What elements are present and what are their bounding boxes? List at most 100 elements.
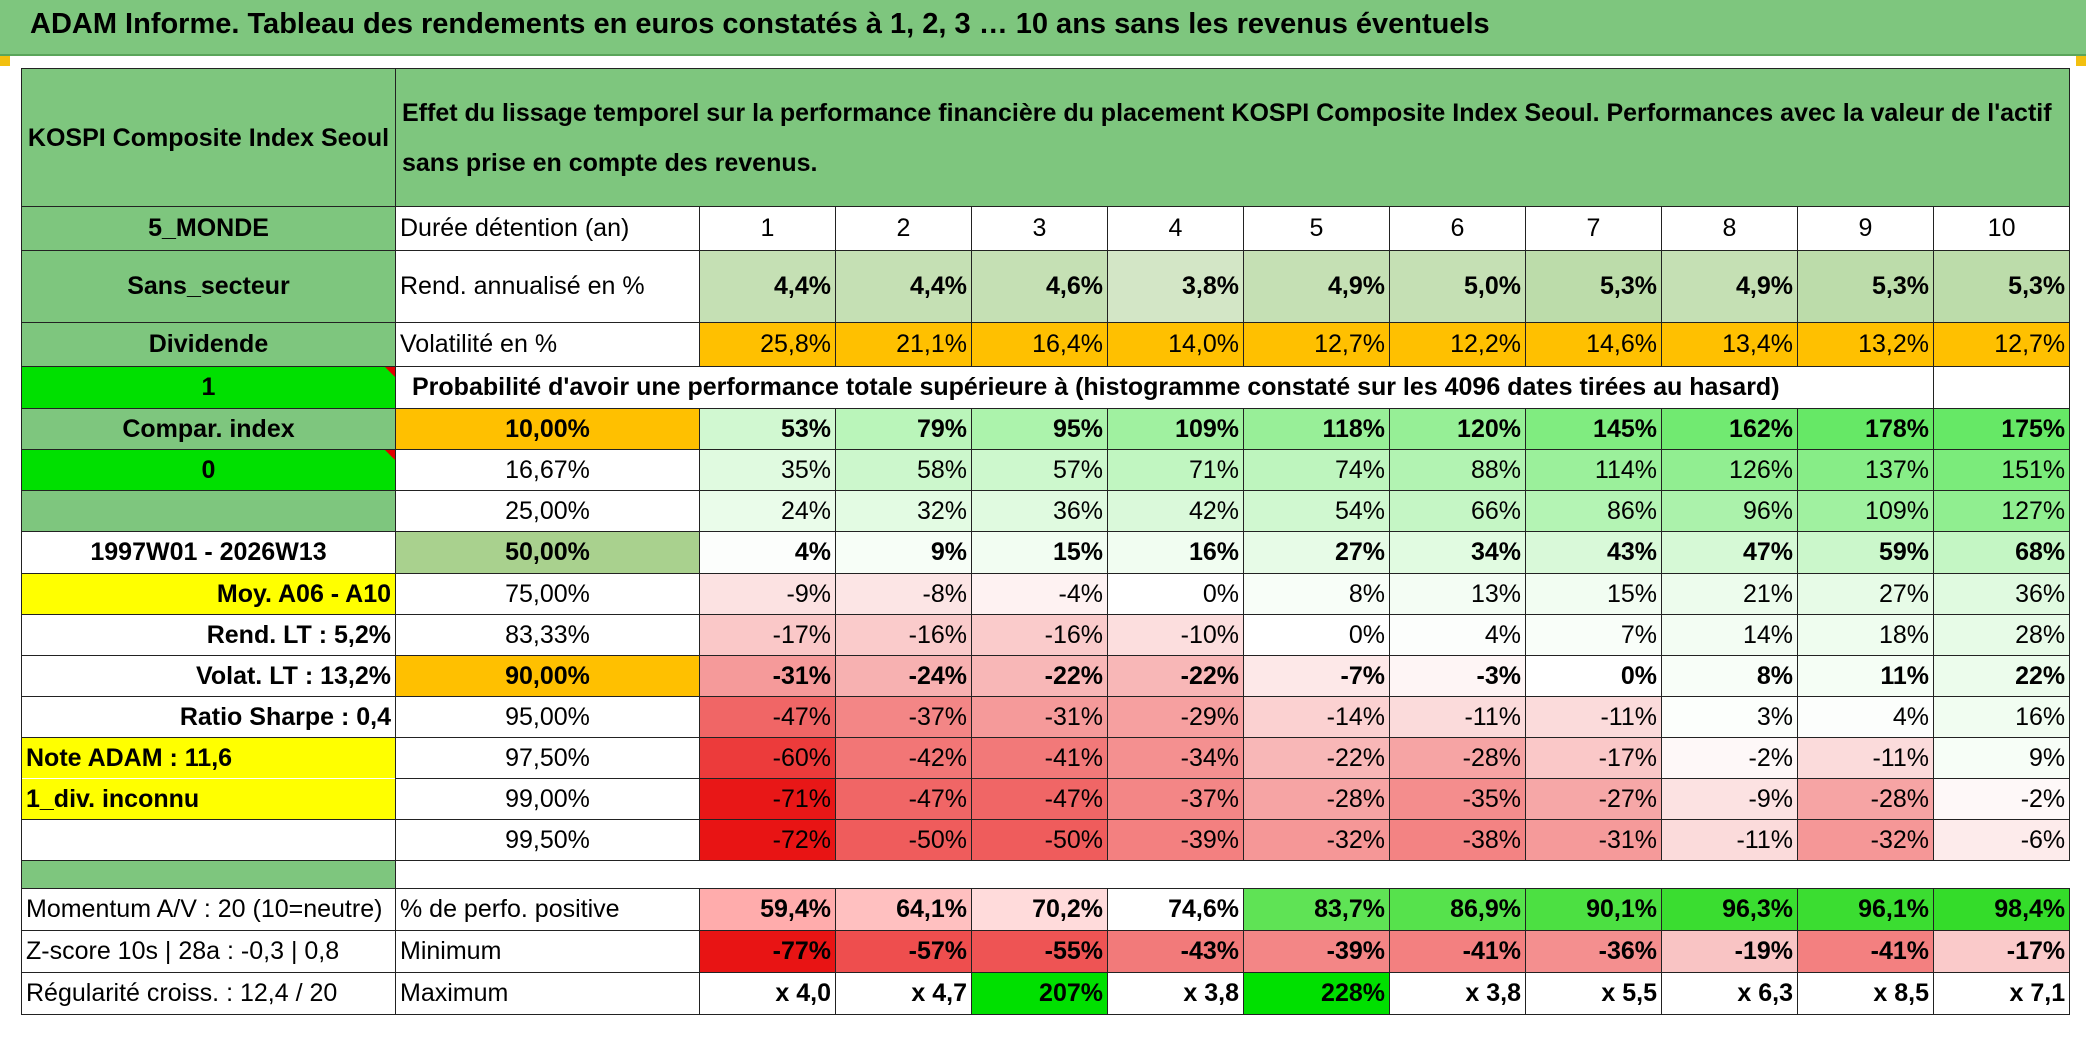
performance-value: 86% — [1525, 490, 1662, 532]
probability-row: 1997W01 - 2026W13 50,00% 4% 9% 15% 16% 27% 34% 4… — [21, 531, 2071, 574]
duree-label: Durée détention (an) — [395, 206, 700, 251]
flag-one: 1 — [21, 366, 396, 409]
div-label: 1_div. inconnu — [21, 778, 396, 820]
minimum-value: -57% — [835, 930, 972, 973]
performance-value: -37% — [1107, 778, 1244, 820]
instrument-description: Effet du lissage temporel sur la perform… — [394, 68, 2071, 207]
rend-value: 5,0% — [1389, 250, 1526, 323]
volat-value: 14,6% — [1525, 322, 1662, 367]
probability-row: 1_div. inconnu 99,00% -71% -47% -47% -37% -28%… — [21, 778, 2071, 820]
performance-value: 36% — [1932, 573, 2071, 615]
volat-value: 21,1% — [835, 322, 972, 367]
performance-value: 4% — [1389, 614, 1526, 656]
rend-value: 4,4% — [699, 250, 836, 323]
performance-value: 8% — [1243, 573, 1390, 615]
regularite-label: Régularité croiss. : 12,4 / 20 — [21, 972, 396, 1015]
performance-value: 54% — [1243, 490, 1390, 532]
percentile-label: 75,00% — [395, 573, 700, 615]
performance-value: -22% — [971, 655, 1108, 697]
rend-value: 3,8% — [1107, 250, 1244, 323]
performance-value: 178% — [1797, 408, 1934, 450]
performance-value: -50% — [971, 819, 1108, 861]
compar-label: Compar. index — [21, 408, 396, 450]
performance-value: -22% — [1107, 655, 1244, 697]
performance-value: -2% — [1932, 778, 2071, 820]
performance-value: 28% — [1932, 614, 2071, 656]
performance-value: 47% — [1661, 531, 1798, 574]
performance-value: 109% — [1797, 490, 1934, 532]
performance-value: 127% — [1932, 490, 2071, 532]
percentile-label: 50,00% — [395, 531, 700, 574]
minimum-label: Minimum — [395, 930, 700, 973]
performance-value: 8% — [1661, 655, 1798, 697]
positive-value: 86,9% — [1389, 888, 1526, 931]
performance-table: KOSPI Composite Index Seoul Effet du lis… — [21, 68, 2071, 1015]
rend-value: 4,6% — [971, 250, 1108, 323]
volat-value: 25,8% — [699, 322, 836, 367]
sharpe-label: Ratio Sharpe : 0,4 — [21, 696, 396, 738]
minimum-value: -41% — [1797, 930, 1934, 973]
performance-value: 96% — [1661, 490, 1798, 532]
positive-value: 96,1% — [1797, 888, 1934, 931]
performance-value: -38% — [1389, 819, 1526, 861]
percentile-label: 99,50% — [395, 819, 700, 861]
performance-value: 59% — [1797, 531, 1934, 574]
performance-value: -72% — [699, 819, 836, 861]
maximum-value: x 3,8 — [1389, 972, 1526, 1015]
performance-value: 53% — [699, 408, 836, 450]
performance-value: -35% — [1389, 778, 1526, 820]
performance-value: -32% — [1797, 819, 1934, 861]
rend-value: 4,9% — [1661, 250, 1798, 323]
performance-value: 43% — [1525, 531, 1662, 574]
performance-value: 32% — [835, 490, 972, 532]
performance-value: 137% — [1797, 449, 1934, 491]
performance-value: -17% — [1525, 737, 1662, 779]
maximum-value: x 8,5 — [1797, 972, 1934, 1015]
performance-value: 13% — [1389, 573, 1526, 615]
performance-value: 24% — [699, 490, 836, 532]
performance-value: -31% — [971, 696, 1108, 738]
maximum-value: x 7,1 — [1932, 972, 2071, 1015]
year-header: 9 — [1797, 206, 1934, 251]
performance-value: 42% — [1107, 490, 1244, 532]
instrument-name: KOSPI Composite Index Seoul — [21, 68, 396, 207]
maximum-value: x 6,3 — [1661, 972, 1798, 1015]
minimum-value: -36% — [1525, 930, 1662, 973]
maximum-value: 207% — [971, 972, 1108, 1015]
performance-value: 0% — [1525, 655, 1662, 697]
performance-value: 36% — [971, 490, 1108, 532]
probability-row: Note ADAM : 11,6 97,50% -60% -42% -41% -34% -2… — [21, 737, 2071, 779]
proba-title: Probabilité d'avoir une performance tota… — [395, 366, 1798, 409]
performance-value: -28% — [1243, 778, 1390, 820]
maximum-value: x 3,8 — [1107, 972, 1244, 1015]
performance-value: -17% — [699, 614, 836, 656]
minimum-value: -19% — [1661, 930, 1798, 973]
performance-value: 118% — [1243, 408, 1390, 450]
percentile-label: 16,67% — [395, 449, 700, 491]
performance-value: 3% — [1661, 696, 1798, 738]
volat-value: 12,7% — [1243, 322, 1390, 367]
probability-row: 25,00% 24% 32% 36% 42% 54% 66% 86% 96% 109% 127% — [21, 490, 2071, 532]
performance-value: 57% — [971, 449, 1108, 491]
rend-value: 5,3% — [1932, 250, 2071, 323]
dividend-label: Dividende — [21, 322, 396, 367]
corner-marker-left — [0, 56, 10, 66]
performance-value: 21% — [1661, 573, 1798, 615]
percentile-label: 83,33% — [395, 614, 700, 656]
performance-value: -34% — [1107, 737, 1244, 779]
maximum-value: 228% — [1243, 972, 1390, 1015]
performance-value: 79% — [835, 408, 972, 450]
maximum-value: x 4,0 — [699, 972, 836, 1015]
performance-value: 7% — [1525, 614, 1662, 656]
performance-value: -31% — [699, 655, 836, 697]
performance-value: -8% — [835, 573, 972, 615]
proba-title-row: 1 Probabilité d'avoir une performance to… — [21, 366, 2071, 409]
performance-value: -47% — [971, 778, 1108, 820]
performance-value: 4% — [699, 531, 836, 574]
performance-value: -60% — [699, 737, 836, 779]
performance-value: -29% — [1107, 696, 1244, 738]
year-header: 1 — [699, 206, 836, 251]
performance-value: -16% — [971, 614, 1108, 656]
positive-label: % de perfo. positive — [395, 888, 700, 931]
performance-value: 34% — [1389, 531, 1526, 574]
